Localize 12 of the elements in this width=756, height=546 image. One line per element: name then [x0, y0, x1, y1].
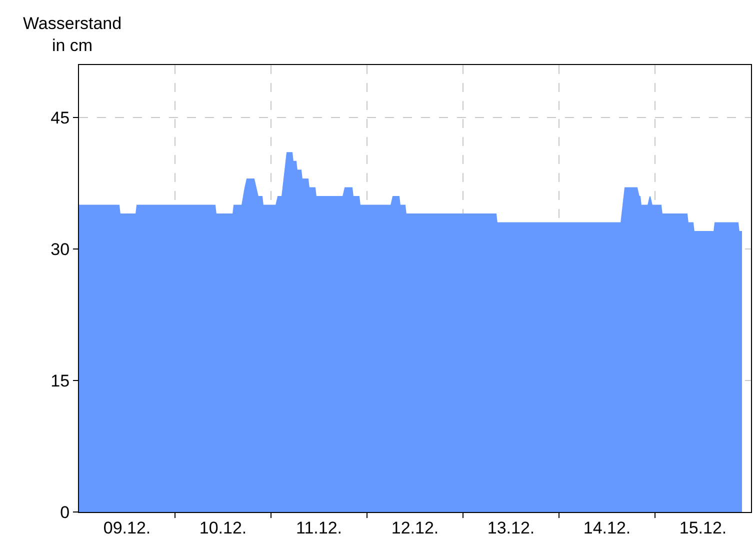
x-tick-label: 14.12. [583, 518, 631, 538]
x-tick-label: 09.12. [103, 518, 151, 538]
x-tick-label: 13.12. [487, 518, 535, 538]
y-tick-label: 15 [50, 371, 70, 390]
x-tick-label: 15.12. [679, 518, 727, 538]
y-tick-label: 0 [60, 502, 70, 522]
x-tick-label: 12.12. [391, 518, 439, 538]
x-tick-label: 10.12. [199, 518, 247, 538]
y-tick-label: 30 [50, 240, 70, 260]
y-axis-title: Wasserstand in cm [23, 14, 122, 56]
x-tick-label: 11.12. [296, 518, 342, 538]
y-tick-label: 45 [50, 108, 70, 128]
